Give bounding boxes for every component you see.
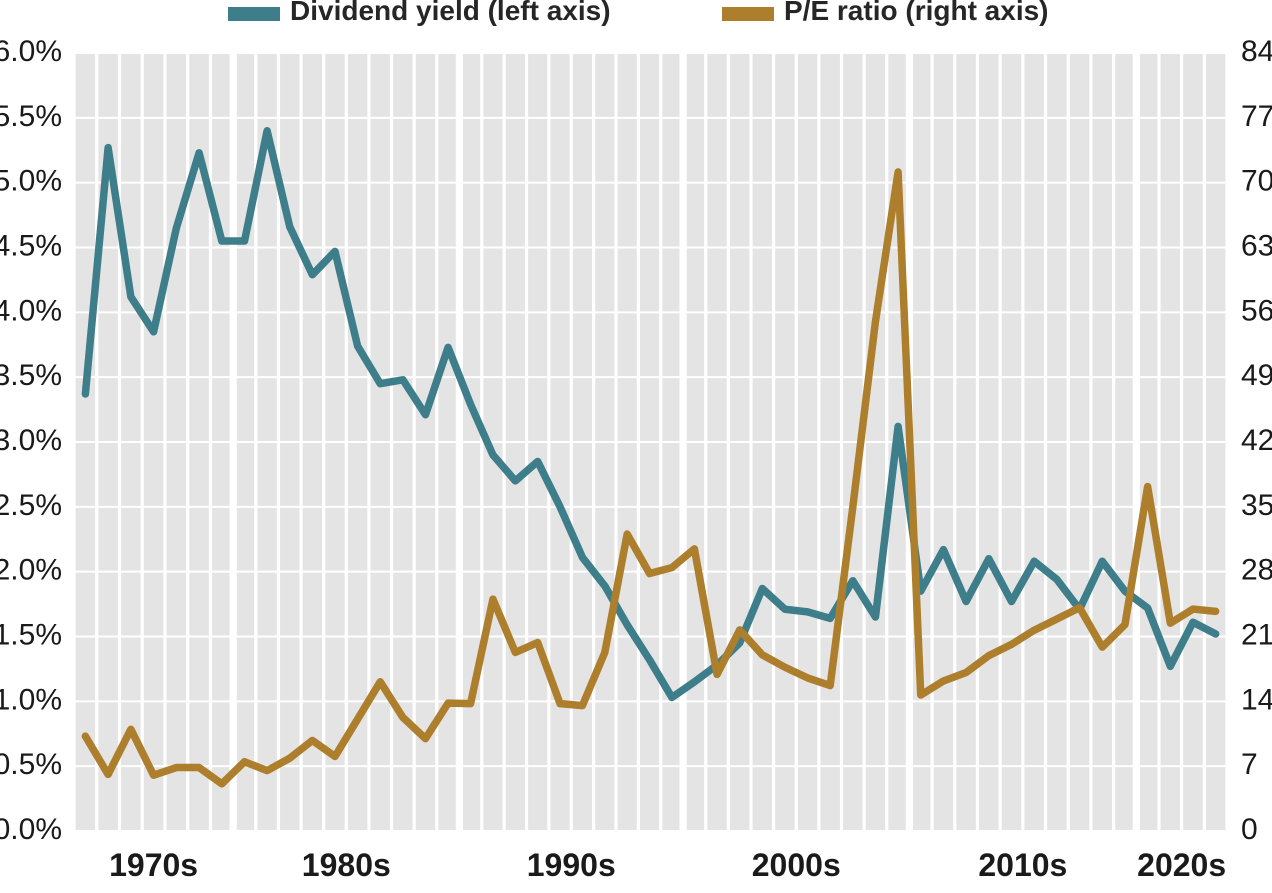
svg-text:6.0%: 6.0% <box>0 35 62 68</box>
svg-text:P/E ratio (right axis): P/E ratio (right axis) <box>784 0 1049 26</box>
svg-text:84: 84 <box>1241 35 1272 68</box>
svg-text:63: 63 <box>1241 229 1272 262</box>
svg-text:5.5%: 5.5% <box>0 100 62 133</box>
svg-text:3.5%: 3.5% <box>0 359 62 392</box>
svg-text:3.0%: 3.0% <box>0 424 62 457</box>
svg-text:0.5%: 0.5% <box>0 748 62 781</box>
svg-text:77: 77 <box>1241 100 1272 133</box>
svg-text:2010s: 2010s <box>978 847 1067 883</box>
svg-text:2.5%: 2.5% <box>0 489 62 522</box>
svg-text:1990s: 1990s <box>527 847 616 883</box>
svg-text:35: 35 <box>1241 489 1272 522</box>
svg-text:5.0%: 5.0% <box>0 165 62 198</box>
svg-text:0.0%: 0.0% <box>0 813 62 846</box>
svg-text:0: 0 <box>1241 813 1258 846</box>
svg-text:70: 70 <box>1241 165 1272 198</box>
svg-text:7: 7 <box>1241 748 1258 781</box>
svg-text:21: 21 <box>1241 618 1272 651</box>
svg-text:1980s: 1980s <box>302 847 391 883</box>
svg-text:49: 49 <box>1241 359 1272 392</box>
svg-text:56: 56 <box>1241 294 1272 327</box>
svg-text:2.0%: 2.0% <box>0 554 62 587</box>
svg-text:4.5%: 4.5% <box>0 229 62 262</box>
svg-text:14: 14 <box>1241 683 1272 716</box>
svg-text:Dividend yield (left axis): Dividend yield (left axis) <box>290 0 611 26</box>
svg-text:1.0%: 1.0% <box>0 683 62 716</box>
svg-text:28: 28 <box>1241 554 1272 587</box>
svg-text:4.0%: 4.0% <box>0 294 62 327</box>
svg-text:1970s: 1970s <box>109 847 198 883</box>
svg-text:1.5%: 1.5% <box>0 618 62 651</box>
svg-text:2020s: 2020s <box>1137 847 1226 883</box>
svg-text:2000s: 2000s <box>752 847 841 883</box>
svg-text:42: 42 <box>1241 424 1272 457</box>
